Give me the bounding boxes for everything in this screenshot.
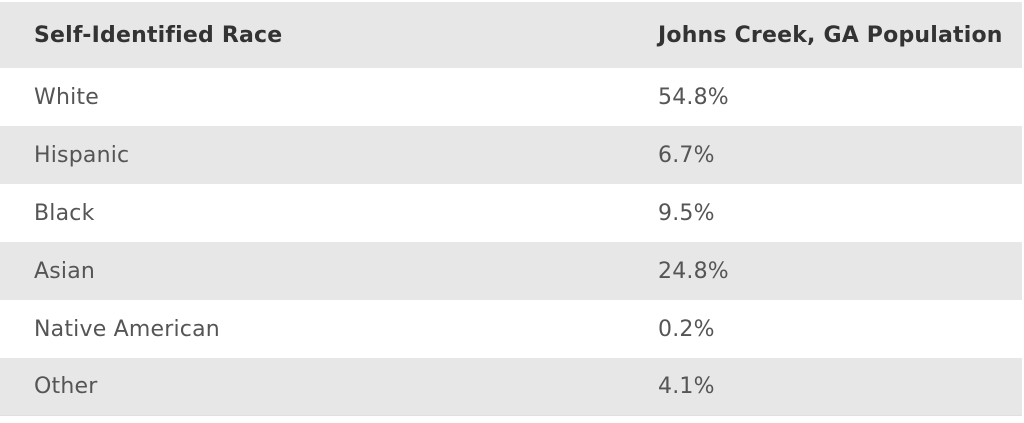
table-row: Native American 0.2%	[0, 300, 1022, 358]
table-row: Hispanic 6.7%	[0, 126, 1022, 184]
race-cell: White	[34, 84, 99, 110]
race-cell: Other	[34, 374, 98, 399]
column-header-race: Self-Identified Race	[34, 22, 283, 48]
table-row: Other 4.1%	[0, 358, 1022, 416]
table-row: Asian 24.8%	[0, 242, 1022, 300]
population-cell: 24.8%	[658, 258, 729, 284]
race-population-table: Self-Identified Race Johns Creek, GA Pop…	[0, 2, 1022, 416]
race-cell: Asian	[34, 258, 96, 284]
race-cell: Black	[34, 200, 95, 226]
population-cell: 9.5%	[658, 200, 715, 226]
population-cell: 54.8%	[658, 84, 729, 110]
race-cell: Native American	[34, 316, 220, 342]
population-cell: 6.7%	[658, 142, 715, 168]
table-row: White 54.8%	[0, 68, 1022, 126]
table-header-row: Self-Identified Race Johns Creek, GA Pop…	[0, 2, 1022, 68]
population-cell: 4.1%	[658, 374, 715, 399]
column-header-population: Johns Creek, GA Population	[658, 22, 1003, 48]
race-cell: Hispanic	[34, 142, 130, 168]
population-cell: 0.2%	[658, 316, 715, 342]
table-row: Black 9.5%	[0, 184, 1022, 242]
